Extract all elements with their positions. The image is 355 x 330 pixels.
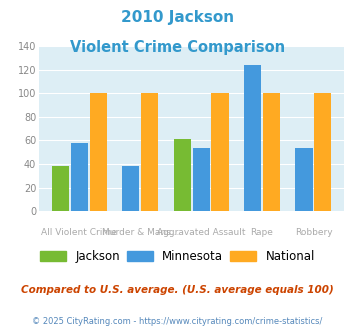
- Bar: [71, 143, 88, 211]
- Bar: [122, 166, 140, 211]
- Bar: [212, 93, 229, 211]
- Bar: [52, 166, 69, 211]
- Text: Violent Crime Comparison: Violent Crime Comparison: [70, 40, 285, 54]
- Text: 2010 Jackson: 2010 Jackson: [121, 10, 234, 25]
- Text: Aggravated Assault: Aggravated Assault: [157, 228, 245, 237]
- Text: Robbery: Robbery: [295, 228, 332, 237]
- Bar: [244, 65, 261, 211]
- Text: Compared to U.S. average. (U.S. average equals 100): Compared to U.S. average. (U.S. average …: [21, 285, 334, 295]
- Bar: [192, 148, 210, 211]
- Bar: [90, 93, 107, 211]
- Bar: [141, 93, 158, 211]
- Legend: Jackson, Minnesota, National: Jackson, Minnesota, National: [35, 245, 320, 268]
- Bar: [314, 93, 332, 211]
- Bar: [174, 139, 191, 211]
- Text: Rape: Rape: [251, 228, 273, 237]
- Text: Murder & Mans...: Murder & Mans...: [102, 228, 179, 237]
- Text: © 2025 CityRating.com - https://www.cityrating.com/crime-statistics/: © 2025 CityRating.com - https://www.city…: [32, 317, 323, 326]
- Bar: [263, 93, 280, 211]
- Bar: [295, 148, 313, 211]
- Text: All Violent Crime: All Violent Crime: [42, 228, 117, 237]
